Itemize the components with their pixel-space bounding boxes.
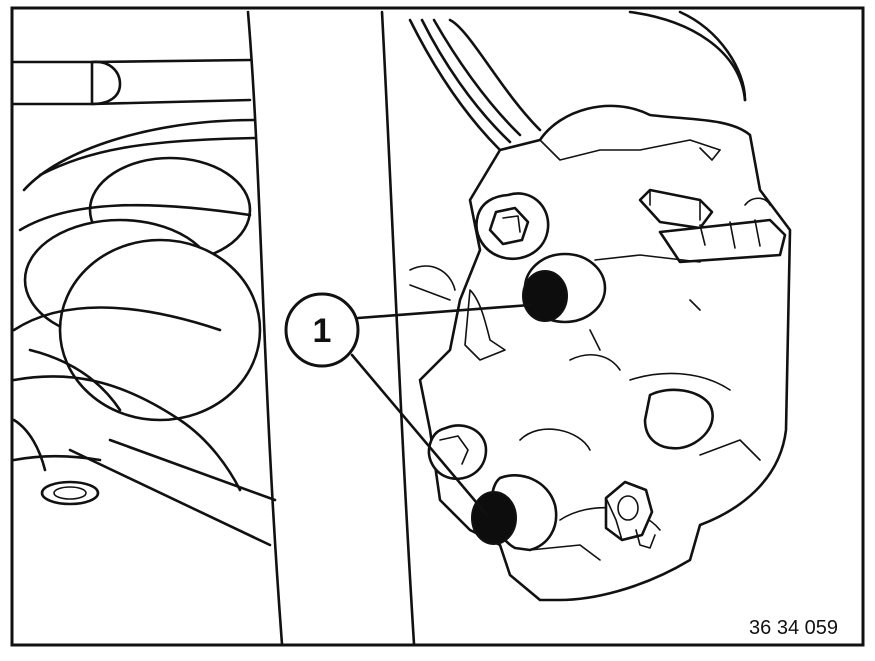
callout-1: 1 <box>284 292 360 368</box>
mount-hole <box>40 480 100 506</box>
callout-label: 1 <box>313 312 332 350</box>
bleed-valve <box>604 480 656 549</box>
lower-guide-pin <box>471 474 601 561</box>
upper-dust-cap <box>522 270 568 322</box>
lower-guide-bolt <box>427 424 488 481</box>
upper-guide-bolt <box>475 192 550 261</box>
boot-ring-3 <box>58 238 262 422</box>
upper-guide-pin <box>409 252 607 361</box>
brake-disc <box>408 10 747 152</box>
callout-leaders <box>350 303 532 517</box>
drive-shaft-assembly <box>12 58 277 547</box>
lower-dust-cap <box>471 491 517 545</box>
figure-number: 36 34 059 <box>749 617 838 639</box>
